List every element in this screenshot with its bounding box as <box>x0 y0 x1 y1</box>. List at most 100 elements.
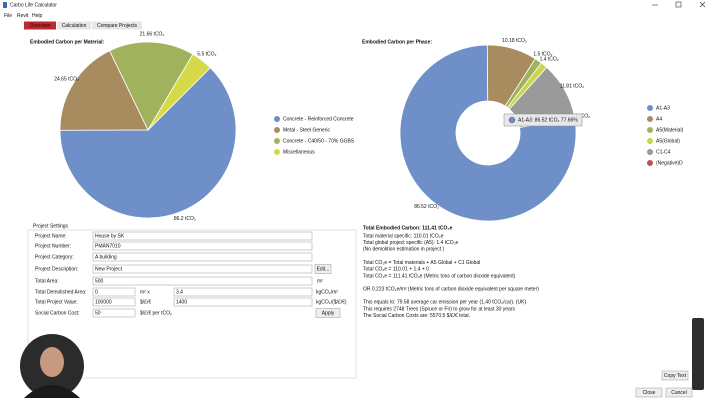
tab-label[interactable]: Calculation <box>62 23 87 29</box>
input-value[interactable]: 100000 <box>95 299 112 305</box>
unit: $/£/€ per tCO₂ <box>140 310 172 316</box>
slice-label: 24.65 tCO₂ <box>54 76 79 82</box>
slice-label: 0 tCO₂ <box>575 114 590 120</box>
button-label[interactable]: Apply <box>322 310 335 316</box>
tab[interactable] <box>92 21 142 30</box>
input-value[interactable]: 50 <box>95 310 101 316</box>
title-bar <box>0 0 720 10</box>
button[interactable] <box>665 387 693 398</box>
slice-label: 21.66 tCO₂ <box>140 31 165 37</box>
summary-line: This equals to: 79.58 average car emissi… <box>363 300 526 306</box>
side-toolbar <box>692 318 704 390</box>
summary-line: Total material specific: 110.01 tCO₂e <box>363 233 444 239</box>
input-value[interactable]: New Project <box>95 266 123 272</box>
slice <box>59 50 149 131</box>
legend-swatch <box>274 138 280 144</box>
button[interactable] <box>314 264 332 274</box>
webcam-face <box>40 347 64 377</box>
button-label[interactable]: Copy Text <box>664 373 687 379</box>
summary-line: Total CO₂e = Total materials + A5 Global… <box>363 260 480 266</box>
legend-label: A5(Global) <box>656 138 680 144</box>
input[interactable] <box>92 231 313 241</box>
summary-title: Total Embodied Carbon: 111.41 tCO₂e <box>363 225 453 231</box>
input[interactable] <box>92 276 313 286</box>
legend-label: A4 <box>656 116 662 122</box>
legend-swatch <box>647 127 653 133</box>
slice <box>147 53 211 131</box>
input[interactable] <box>173 297 313 307</box>
button[interactable] <box>635 387 663 398</box>
input[interactable] <box>92 252 313 262</box>
slice-label: 86.52 tCO₂ <box>414 204 439 210</box>
summary-line: This requires 2748 Trees (Spruce or Fir)… <box>363 306 516 312</box>
input-value[interactable]: House by SK <box>95 233 125 239</box>
field-label: Project Description: <box>35 266 78 272</box>
input[interactable] <box>92 297 136 307</box>
legend-label: Metal - Steel Generic <box>283 127 330 133</box>
input-value[interactable]: 500 <box>95 278 104 284</box>
legend-label: Concrete - C40/50 - 70% GGBS <box>283 138 355 144</box>
summary-line: Total CO₂e = 110.01 + 1.4 + 0 <box>363 267 429 273</box>
section-title: Project Settings <box>33 223 69 229</box>
legend-swatch <box>647 149 653 155</box>
tab-label[interactable]: Compare Projects <box>97 23 138 29</box>
slice-label: 86.2 tCO₂ <box>174 216 196 222</box>
menu-item[interactable]: File <box>4 13 12 19</box>
menu-item[interactable]: Help <box>32 13 43 19</box>
button-label[interactable]: Edit... <box>317 266 330 272</box>
tab-label[interactable]: Overview <box>30 23 51 29</box>
slice-label: 1.5 tCO₂ <box>533 52 552 58</box>
input-value[interactable]: PMAN7010 <box>95 243 121 249</box>
legend-swatch <box>647 160 653 166</box>
input[interactable] <box>92 308 136 318</box>
field-label: Project Category: <box>35 254 74 260</box>
input-value[interactable]: 3.4 <box>176 289 183 295</box>
input[interactable] <box>92 241 313 251</box>
legend-swatch <box>274 149 280 155</box>
legend-label: A5(Material) <box>656 127 684 133</box>
slice-label: 10.18 tCO₂ <box>502 38 527 44</box>
tab[interactable] <box>57 21 91 30</box>
menu-item[interactable]: Revit <box>17 13 29 19</box>
tooltip-swatch <box>508 116 516 124</box>
window-controls[interactable] <box>652 1 706 8</box>
legend-swatch <box>647 105 653 111</box>
settings-box <box>27 229 357 379</box>
unit: kgCO₂/($/£/€) <box>316 299 347 305</box>
unit: $/£/€ <box>140 299 151 305</box>
legend-swatch <box>647 116 653 122</box>
summary-line: Total global project specific (A5): 1.4 … <box>363 240 459 246</box>
legend-label: A1-A3 <box>656 105 670 111</box>
maximize[interactable] <box>675 1 682 8</box>
button[interactable] <box>661 370 689 381</box>
button-label[interactable]: Cancel <box>671 390 687 396</box>
button-label[interactable]: Close <box>643 390 656 396</box>
input-value[interactable]: 1400 <box>176 299 187 305</box>
slice <box>59 67 237 219</box>
tab[interactable] <box>24 21 56 30</box>
summary-line: (No demolition estimation in project ) <box>363 247 444 253</box>
legend-swatch <box>274 116 280 122</box>
legend-label: C1-C4 <box>656 149 671 155</box>
unit: m² x <box>140 289 150 295</box>
app-icon <box>3 2 7 8</box>
tooltip-text: A1-A3: 86.52 tCO₂ 77.66% <box>518 118 578 124</box>
input-value[interactable]: 0 <box>95 289 98 295</box>
field-label: Social Carbon Cost: <box>35 310 79 316</box>
button[interactable] <box>315 308 341 318</box>
input-value[interactable]: A building <box>95 254 117 260</box>
field-label: Project Number: <box>35 243 71 249</box>
field-label: Total Project Value: <box>35 299 78 305</box>
input[interactable] <box>92 287 136 297</box>
legend-label: (Negative)D <box>656 160 683 166</box>
summary-line: OR 0.223 tCO₂e/m² (Metric tons of carbon… <box>363 287 539 293</box>
legend-swatch <box>274 127 280 133</box>
input[interactable] <box>173 287 313 297</box>
chart-title: Embodied Carbon per Phase: <box>362 39 432 45</box>
input[interactable] <box>92 264 313 274</box>
slice <box>109 41 194 131</box>
tooltip <box>503 113 583 127</box>
close-x[interactable] <box>699 1 706 8</box>
